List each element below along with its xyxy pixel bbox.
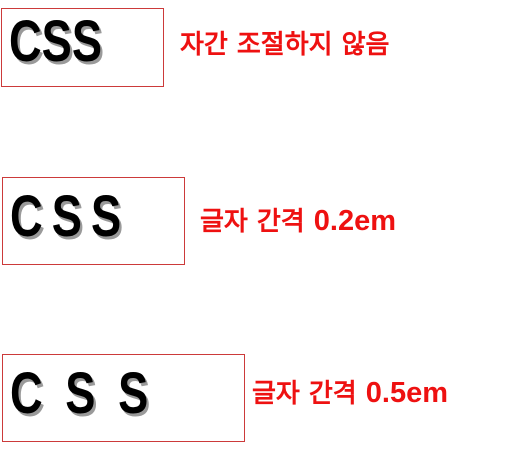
- caption-spacing-02: 글자 간격 0.2em: [200, 205, 396, 238]
- caption-spacing-05-value: 0.5em: [365, 377, 449, 409]
- sample-box-normal: CSS: [1, 8, 164, 87]
- caption-spacing-02-label: 글자 간격: [200, 207, 314, 237]
- sample-box-spacing-02: CSS: [2, 177, 185, 265]
- caption-spacing-05: 글자 간격 0.5em: [252, 377, 448, 410]
- caption-normal-label: 자간 조절하지 않음: [180, 30, 390, 60]
- caption-normal: 자간 조절하지 않음: [180, 28, 389, 61]
- caption-spacing-05-label: 글자 간격: [252, 379, 366, 409]
- sample-text-spacing-05: CSS: [10, 361, 171, 426]
- sample-text-normal: CSS: [9, 9, 103, 74]
- sample-box-spacing-05: CSS: [2, 354, 245, 442]
- caption-spacing-02-value: 0.2em: [313, 205, 397, 237]
- sample-text-spacing-02: CSS: [10, 184, 131, 249]
